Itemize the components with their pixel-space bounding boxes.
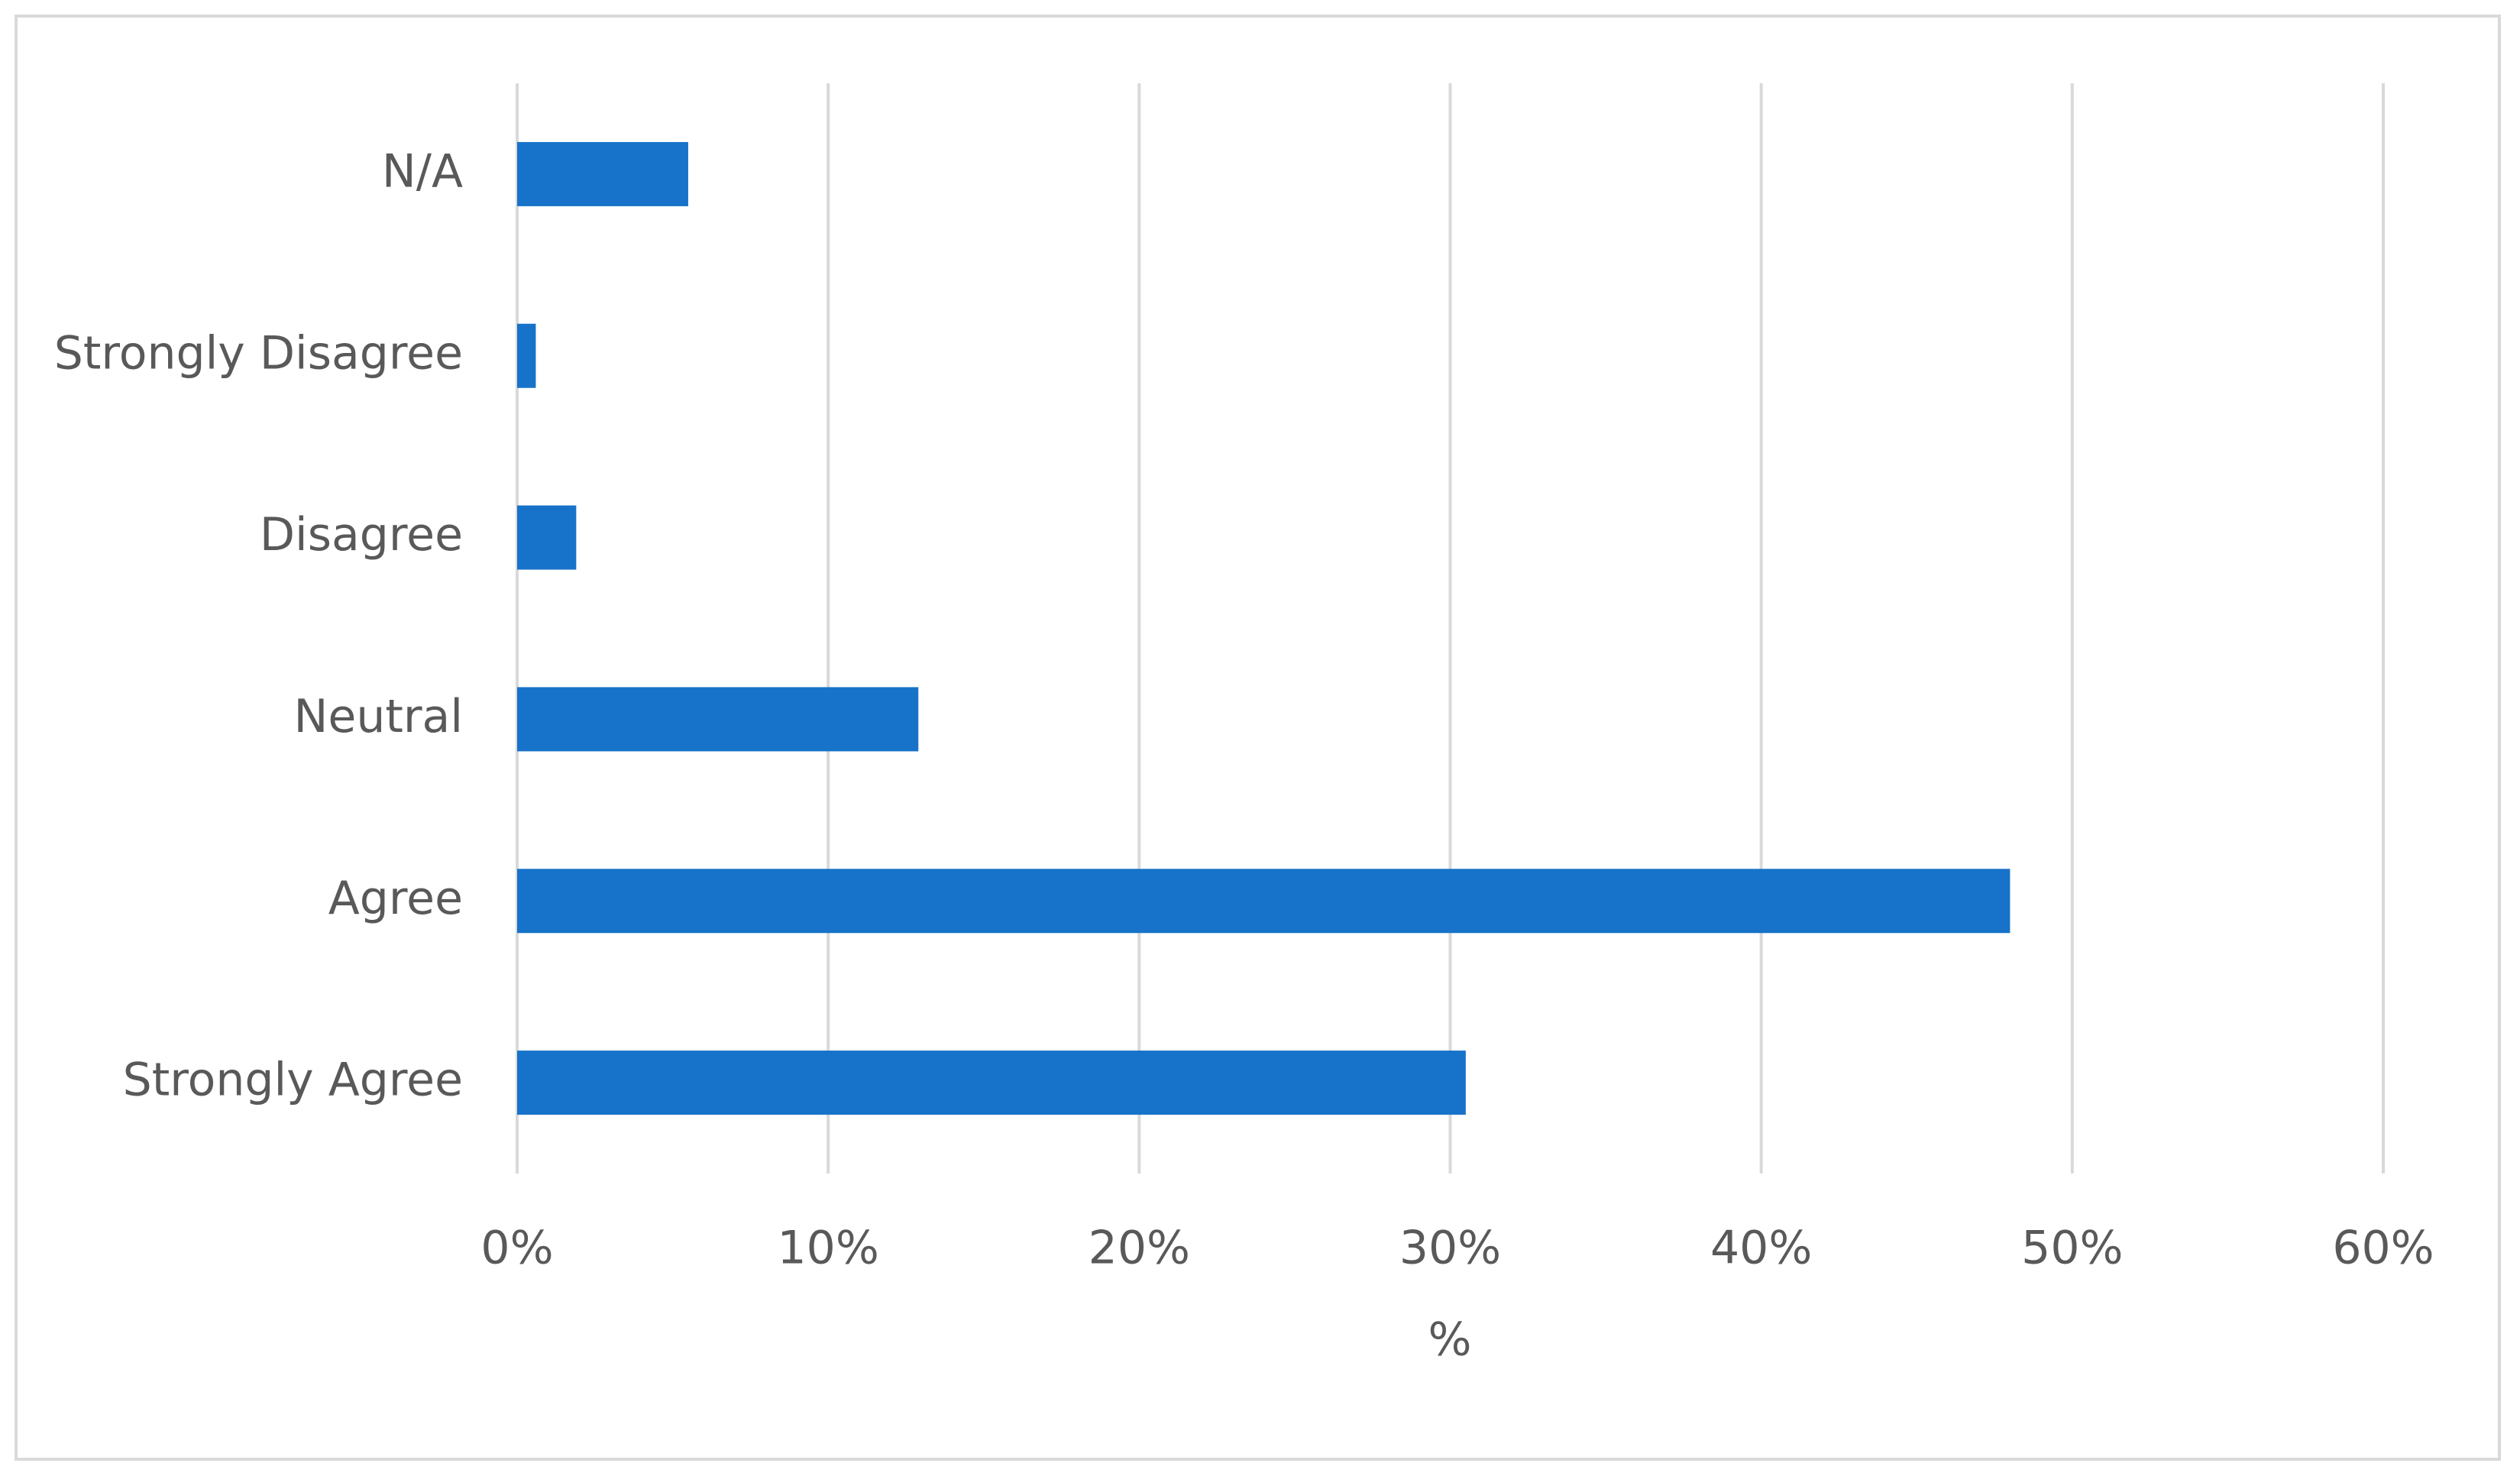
x-tick-label: 60% — [2332, 1222, 2434, 1275]
x-axis-title: % — [1428, 1313, 1471, 1367]
x-tick-label: 40% — [1710, 1222, 1812, 1275]
bar — [517, 323, 536, 388]
y-tick-label: Strongly Agree — [123, 1054, 463, 1107]
y-tick-label: Agree — [328, 872, 463, 925]
x-tick-label: 30% — [1399, 1222, 1501, 1275]
bar — [517, 687, 919, 752]
x-tick-label: 0% — [480, 1222, 553, 1275]
y-tick-label: Disagree — [260, 508, 463, 562]
chart-border — [15, 15, 2501, 1461]
x-tick-label: 10% — [777, 1222, 878, 1275]
y-tick-label: N/A — [382, 145, 463, 199]
bar — [517, 141, 688, 206]
bar — [517, 869, 2011, 934]
y-tick-label: Neutral — [294, 690, 463, 743]
bar — [517, 505, 577, 570]
bar — [517, 1051, 1466, 1115]
x-tick-label: 20% — [1089, 1222, 1190, 1275]
y-tick-label: Strongly Disagree — [54, 326, 463, 380]
x-tick-label: 50% — [2021, 1222, 2123, 1275]
